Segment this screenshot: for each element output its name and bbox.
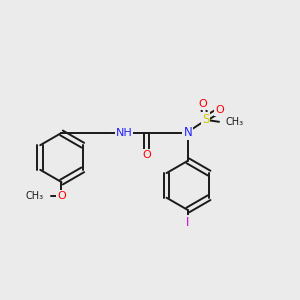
Text: NH: NH — [116, 128, 133, 138]
Text: O: O — [142, 150, 151, 160]
Text: O: O — [57, 190, 66, 201]
Text: S: S — [202, 113, 209, 126]
Text: O: O — [198, 99, 207, 109]
Text: CH₃: CH₃ — [226, 117, 244, 128]
Text: O: O — [215, 105, 224, 115]
Text: N: N — [183, 126, 192, 140]
Text: I: I — [186, 216, 190, 229]
Text: CH₃: CH₃ — [26, 190, 44, 201]
